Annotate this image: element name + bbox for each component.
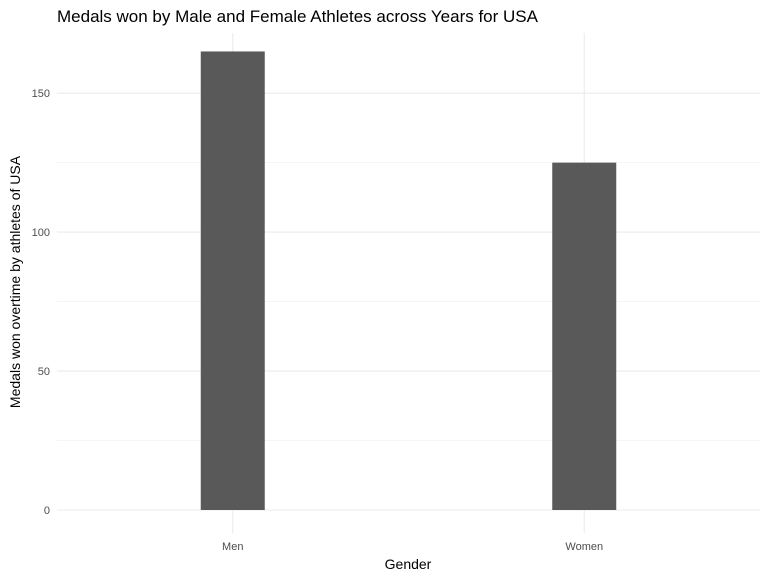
y-tick-label: 100 — [32, 227, 50, 239]
bar-men — [200, 51, 265, 510]
y-axis-title: Medals won overtime by athletes of USA — [7, 155, 23, 408]
x-tick-label: Women — [565, 541, 603, 553]
chart-title: Medals won by Male and Female Athletes a… — [57, 7, 539, 26]
bars — [200, 51, 617, 510]
y-tick-label: 0 — [44, 505, 50, 517]
bar-women — [552, 162, 617, 510]
x-tick-label: Men — [222, 541, 243, 553]
y-tick-label: 50 — [38, 366, 50, 378]
x-axis-title: Gender — [385, 556, 432, 572]
y-axis-ticks: 0 50 100 150 — [32, 88, 50, 517]
x-axis-ticks: Men Women — [222, 541, 603, 553]
y-tick-label: 150 — [32, 88, 50, 100]
